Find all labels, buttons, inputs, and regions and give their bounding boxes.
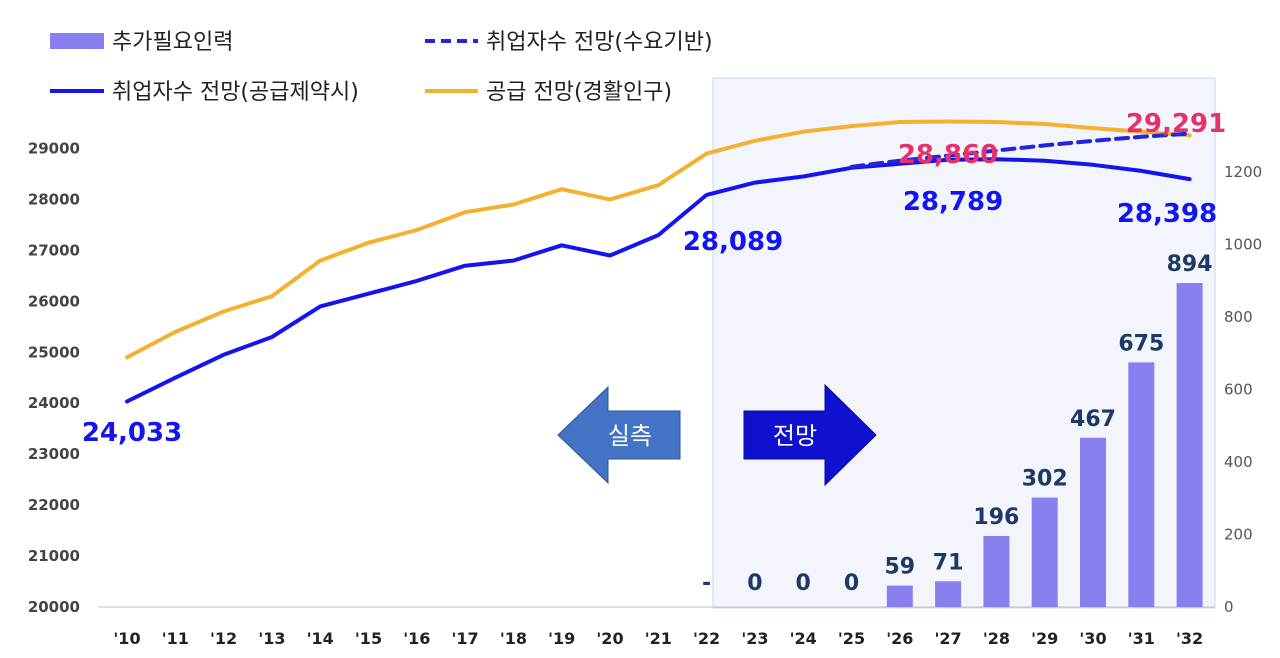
x-tick-label: '19 bbox=[548, 629, 575, 648]
x-tick-label: '31 bbox=[1128, 629, 1155, 648]
arrow-forecast: 전망 bbox=[743, 383, 877, 487]
bar-value-label: 0 bbox=[796, 571, 811, 596]
legend-label-supply-constrained: 취업자수 전망(공급제약시) bbox=[112, 80, 359, 105]
x-tick-label: '22 bbox=[693, 629, 720, 648]
x-tick-label: '13 bbox=[258, 629, 285, 648]
legend-label-dashed: 취업자수 전망(수요기반) bbox=[486, 30, 713, 55]
arrow-left-shape bbox=[557, 385, 681, 485]
point-label: 29,291 bbox=[1126, 109, 1226, 139]
bar-value-label: 675 bbox=[1118, 331, 1164, 356]
y-tick-label: 27000 bbox=[28, 241, 80, 259]
y2-tick-label: 1000 bbox=[1224, 236, 1262, 254]
point-label: 28,089 bbox=[683, 227, 783, 257]
x-tick-label: '17 bbox=[452, 629, 479, 648]
y-tick-label: 28000 bbox=[28, 190, 80, 208]
x-tick-label: '28 bbox=[983, 629, 1010, 648]
arrow-left-label: 실측 bbox=[608, 422, 652, 450]
line-series bbox=[125, 119, 1192, 404]
bar-value-label: 59 bbox=[884, 555, 915, 580]
y-tick-label: 23000 bbox=[28, 445, 80, 463]
point-label: 28,789 bbox=[903, 187, 1003, 217]
x-tick-label: '21 bbox=[645, 629, 672, 648]
y-tick-label: 22000 bbox=[28, 496, 80, 514]
x-tick-label: '18 bbox=[500, 629, 527, 648]
bar-value-label: 0 bbox=[844, 571, 859, 596]
bar-series bbox=[886, 283, 1203, 607]
y-tick-label: 20000 bbox=[28, 598, 80, 616]
y-tick-label: 25000 bbox=[28, 343, 80, 361]
x-tick-label: '32 bbox=[1176, 629, 1203, 648]
bar bbox=[1128, 362, 1155, 607]
x-tick-label: '29 bbox=[1031, 629, 1058, 648]
bar-value-label: 196 bbox=[973, 505, 1019, 530]
y2-tick-label: 1200 bbox=[1224, 163, 1262, 181]
bar-value-label: 302 bbox=[1022, 467, 1068, 492]
legend: 추가필요인력 취업자수 전망(수요기반) 취업자수 전망(공급제약시) 공급 전… bbox=[50, 30, 713, 105]
arrow-right-label: 전망 bbox=[773, 422, 817, 450]
point-label: 24,033 bbox=[82, 418, 182, 448]
x-axis: '10 '11 '12 '13 '14 '15 '16 '17 '18 '19 '20 '21 '22 '… bbox=[113, 629, 1203, 648]
series-line-2 bbox=[125, 157, 1192, 404]
y2-tick-label: 0 bbox=[1224, 598, 1234, 616]
bar bbox=[1080, 437, 1106, 607]
legend-label-bar: 추가필요인력 bbox=[112, 30, 233, 55]
legend-swatch-bar bbox=[50, 33, 104, 49]
x-tick-label: '11 bbox=[162, 629, 189, 648]
bar bbox=[935, 581, 962, 607]
series-line-3 bbox=[125, 119, 1192, 360]
bar bbox=[983, 535, 1010, 607]
x-tick-label: '25 bbox=[838, 629, 865, 648]
x-tick-label: '26 bbox=[886, 629, 913, 648]
x-tick-label: '20 bbox=[596, 629, 623, 648]
x-tick-label: '24 bbox=[790, 629, 817, 648]
bar bbox=[1176, 283, 1203, 607]
arrow-actual: 실측 bbox=[557, 385, 681, 485]
x-tick-label: '14 bbox=[307, 629, 334, 648]
bar-value-label: 467 bbox=[1070, 407, 1116, 432]
x-tick-label: '30 bbox=[1079, 629, 1106, 648]
y-tick-label: 26000 bbox=[28, 292, 80, 310]
bar bbox=[1031, 497, 1058, 607]
x-tick-label: '15 bbox=[355, 629, 382, 648]
y-tick-label: 21000 bbox=[28, 547, 80, 565]
point-annotations: 24,033 28,089 28,789 28,398 28,860 29,291 bbox=[82, 109, 1226, 448]
y-tick-label: 29000 bbox=[28, 139, 80, 157]
x-tick-label: '16 bbox=[403, 629, 430, 648]
y-tick-label: 24000 bbox=[28, 394, 80, 412]
series-line-1 bbox=[849, 131, 1192, 169]
point-label: 28,860 bbox=[898, 140, 998, 170]
y-axis-left: 20000 21000 22000 23000 24000 25000 26000 27000… bbox=[28, 139, 80, 616]
legend-label-supply: 공급 전망(경활인구) bbox=[486, 80, 672, 105]
y2-tick-label: 600 bbox=[1224, 381, 1253, 399]
point-label: 28,398 bbox=[1117, 199, 1217, 229]
x-tick-label: '27 bbox=[935, 629, 962, 648]
x-tick-label: '12 bbox=[210, 629, 237, 648]
bar bbox=[886, 585, 913, 607]
x-tick-label: '23 bbox=[741, 629, 768, 648]
y2-tick-label: 400 bbox=[1224, 453, 1253, 471]
y2-tick-label: 200 bbox=[1224, 526, 1253, 544]
x-tick-label: '10 bbox=[113, 629, 140, 648]
bar-value-label: 71 bbox=[933, 550, 964, 575]
arrow-right-shape bbox=[743, 383, 877, 487]
bar-value-label: - bbox=[702, 571, 711, 596]
y2-tick-label: 800 bbox=[1224, 308, 1253, 326]
bar-value-label: 894 bbox=[1167, 252, 1213, 277]
y-axis-right: 0 200 400 600 800 1000 1200 bbox=[1224, 163, 1262, 616]
bar-value-label: 0 bbox=[747, 571, 762, 596]
